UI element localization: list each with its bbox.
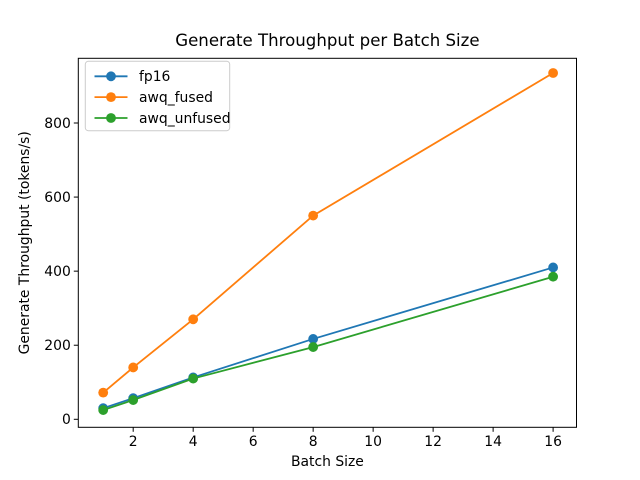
data-point-fp16 [548, 262, 559, 273]
x-tick-label: 8 [309, 434, 318, 450]
y-axis-label: Generate Throughput (tokens/s) [17, 131, 33, 354]
data-point-awq_unfused [128, 395, 139, 405]
data-point-awq_unfused [548, 271, 559, 282]
y-tick-label: 200 [44, 338, 71, 354]
data-point-awq_unfused [98, 405, 109, 415]
data-point-awq_fused [128, 362, 139, 373]
legend-label-awq_unfused: awq_unfused [139, 111, 231, 127]
data-point-awq_unfused [188, 373, 199, 384]
x-tick-label: 4 [189, 434, 198, 450]
plot-layer: 2 4 6 8 10 12 14 16 0 200 400 600 800 fp16 awq_fusedaw… [44, 57, 578, 450]
data-point-awq_fused [188, 314, 199, 325]
data-point-awq_fused [548, 68, 559, 78]
x-axis-label: Batch Size [291, 454, 364, 470]
data-point-fp16 [308, 334, 319, 344]
data-point-awq_fused [308, 210, 319, 221]
x-tick-label: 10 [364, 434, 382, 450]
x-tick-label: 16 [544, 434, 562, 450]
legend-marker-fp16 [106, 71, 116, 82]
data-point-awq_fused [98, 387, 109, 398]
legend-box [84, 60, 231, 132]
data-point-awq_unfused [308, 342, 319, 352]
x-tick-label: 6 [249, 434, 258, 450]
series-line-awq_unfused [102, 275, 554, 411]
legend-label-fp16: fp16 [139, 69, 170, 85]
y-tick-label: 600 [44, 190, 71, 206]
y-tick-label: 0 [62, 412, 71, 428]
legend-marker-awq_fused [106, 92, 116, 103]
x-tick-label: 14 [484, 434, 502, 450]
x-tick-label: 2 [129, 434, 138, 450]
y-tick-label: 400 [44, 264, 71, 280]
chart-title: Generate Throughput per Batch Size [175, 31, 479, 50]
y-tick-label: 800 [44, 116, 71, 132]
legend-marker-awq_unfused [106, 113, 116, 123]
legend-label-awq_fused: awq_fused [139, 90, 213, 106]
x-tick-label: 12 [424, 434, 442, 450]
axes-frame [77, 57, 578, 428]
